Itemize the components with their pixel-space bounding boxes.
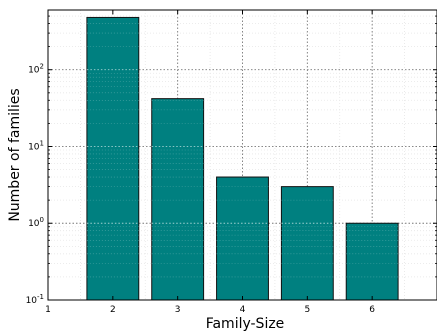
y-tick-label: 101 [28,139,44,152]
x-tick-label: 4 [240,305,246,315]
x-tick-label: 2 [110,305,116,315]
bar-4 [280,186,334,301]
x-tick-label: 5 [304,305,310,315]
bar-5 [345,222,399,301]
bar-1 [86,16,140,301]
bar-3 [216,176,269,301]
y-tick-labels: 10-1 100 101 102 [26,63,44,306]
y-tick-label: 100 [28,216,44,229]
bars [86,16,399,301]
x-axis-title: Family-Size [206,316,285,332]
y-axis-title: Number of families [7,88,23,221]
y-tick-label: 102 [28,63,44,76]
y-tick-label: 10-1 [26,293,44,306]
bar-2 [151,98,205,301]
x-tick-label: 1 [45,305,51,315]
plot-frame [47,9,437,301]
x-tick-labels: 1 2 3 4 5 6 [45,305,375,315]
x-tick-label: 6 [369,305,375,315]
x-tick-label: 3 [175,305,181,315]
